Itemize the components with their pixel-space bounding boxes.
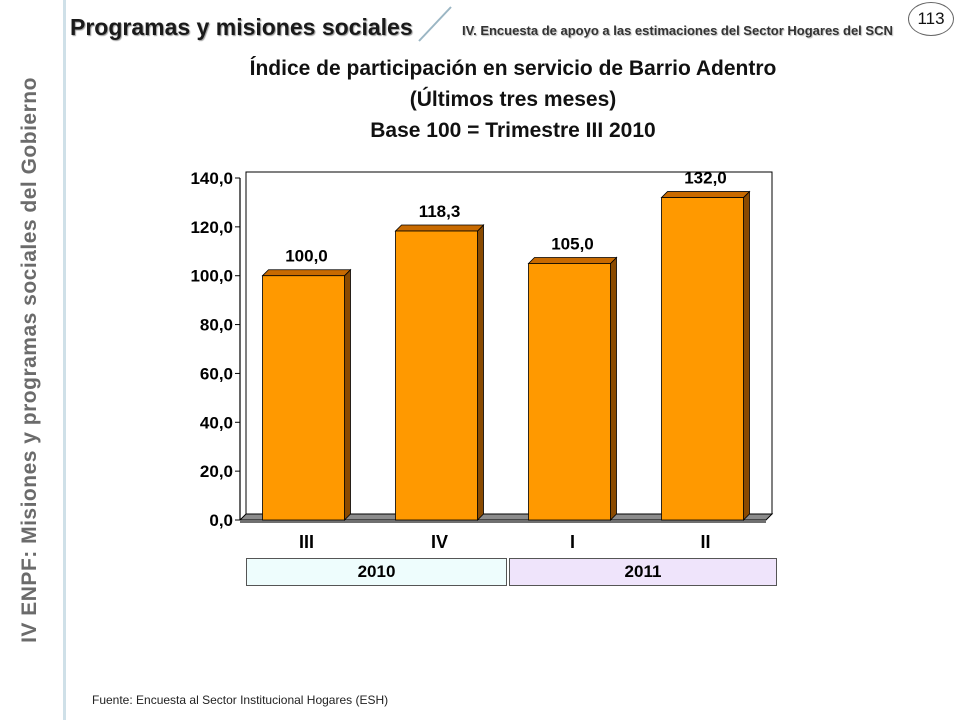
bar-value-label: 132,0 xyxy=(684,169,727,188)
bar-side xyxy=(610,256,617,521)
section-title: Programas y misiones sociales xyxy=(70,14,413,40)
bar-top xyxy=(660,191,751,198)
y-tick-label: 100,0 xyxy=(190,267,233,286)
x-tick-label: I xyxy=(570,532,575,552)
x-tick-label: II xyxy=(700,532,710,552)
bar-value-label: 118,3 xyxy=(419,202,461,221)
bar-value-label: 100,0 xyxy=(285,247,328,266)
header-slash-divider xyxy=(418,6,452,42)
bar xyxy=(661,197,744,521)
year-group-2011: 2011 xyxy=(509,558,777,586)
source-note: Fuente: Encuesta al Sector Institucional… xyxy=(92,693,389,707)
y-tick-label: 0,0 xyxy=(209,511,233,530)
x-tick-label: III xyxy=(299,532,314,552)
y-tick-label: 140,0 xyxy=(190,169,233,188)
page-number: 113 xyxy=(908,2,954,36)
year-group-2010: 2010 xyxy=(246,558,507,586)
bar-top xyxy=(527,257,618,264)
bar-side xyxy=(477,224,484,521)
plot-floor-edge xyxy=(240,520,766,523)
bar-side xyxy=(344,268,351,521)
bar xyxy=(262,275,345,521)
bar-top xyxy=(261,269,352,277)
sidebar-rule xyxy=(63,0,66,720)
section-subtitle: IV. Encuesta de apoyo a las estimaciones… xyxy=(462,23,893,38)
bar-value-label: 105,0 xyxy=(551,235,594,254)
bar-chart: 0,0 20,0 40,0 60,0 80,0 100,0 120,0 140,0 100,0 I… xyxy=(190,169,774,552)
sidebar-label: IV ENPF: Misiones y programas sociales d… xyxy=(18,77,41,643)
bar-top xyxy=(394,224,485,232)
y-tick-label: 80,0 xyxy=(200,316,233,335)
bar xyxy=(395,230,478,521)
bar xyxy=(528,263,611,521)
y-tick-label: 20,0 xyxy=(200,462,233,481)
chart-subtitle: (Últimos tres meses) xyxy=(409,88,617,111)
y-tick-label: 60,0 xyxy=(200,364,233,383)
y-tick-label: 40,0 xyxy=(200,413,233,432)
chart-base-note: Base 100 = Trimestre III 2010 xyxy=(370,119,656,142)
x-tick-label: IV xyxy=(431,532,448,552)
chart-title: Índice de participación en servicio de B… xyxy=(249,57,777,80)
y-tick-label: 120,0 xyxy=(190,218,233,237)
bar-side xyxy=(743,190,750,521)
